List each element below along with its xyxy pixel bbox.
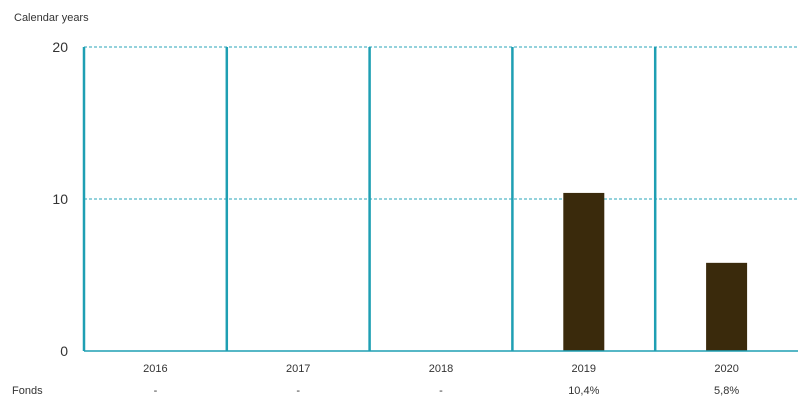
table-cell: -: [439, 385, 443, 397]
gridlines: [84, 46, 798, 200]
x-tick-label: 2019: [572, 363, 596, 375]
chart-title: Calendar years: [14, 12, 89, 24]
category-separators: [82, 47, 657, 351]
x-axis-ticks: 2016 2017 2018 2019 2020: [143, 363, 739, 375]
table-row-label: Fonds: [12, 385, 43, 397]
y-tick-label: 10: [52, 191, 68, 207]
table-cell: -: [154, 385, 158, 397]
x-tick-label: 2017: [286, 363, 310, 375]
bars: [563, 192, 748, 351]
bar: [563, 192, 605, 351]
table-cell: 5,8%: [714, 385, 739, 397]
x-tick-label: 2018: [429, 363, 453, 375]
bar: [706, 262, 748, 351]
x-tick-label: 2020: [714, 363, 738, 375]
table-cell: 10,4%: [568, 385, 599, 397]
y-tick-label: 0: [60, 343, 68, 359]
y-tick-label: 20: [52, 39, 68, 55]
y-axis-ticks: 0 10 20: [52, 39, 68, 359]
table-cells: - - - 10,4% 5,8%: [154, 385, 740, 397]
x-tick-label: 2016: [143, 363, 167, 375]
table-cell: -: [296, 385, 300, 397]
